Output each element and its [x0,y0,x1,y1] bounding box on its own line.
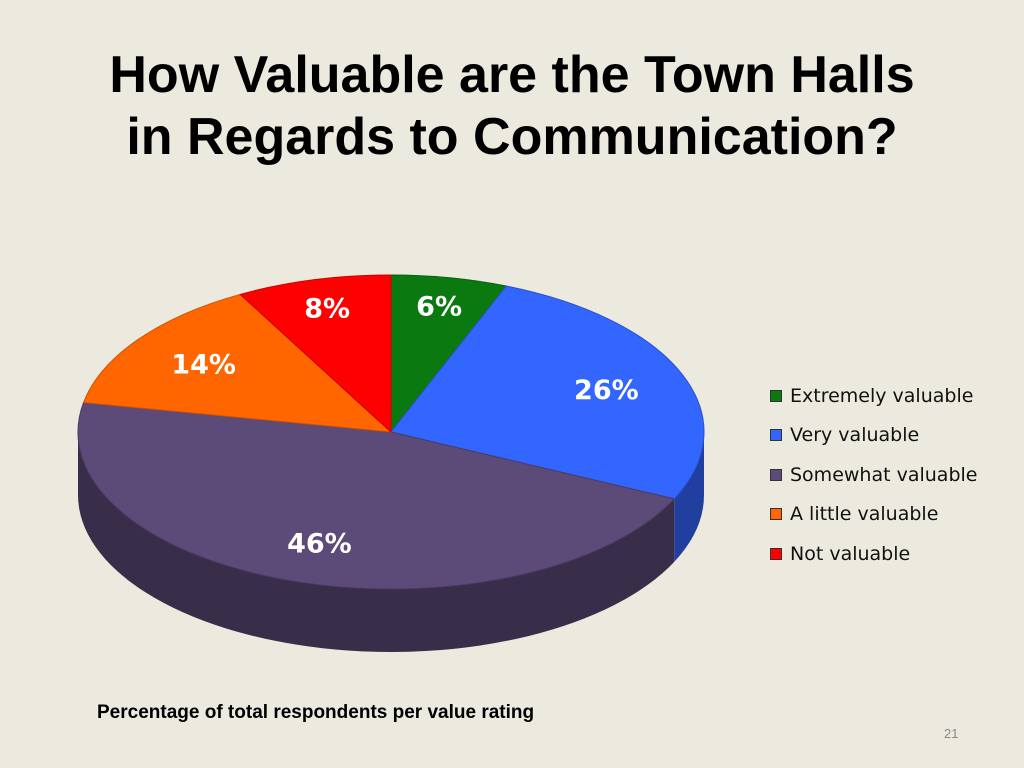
pie-slice-very-valuable [390,285,705,500]
legend-swatch [770,429,782,442]
legend-swatch [770,389,782,402]
pie-slice-a-little-valuable [82,293,393,433]
legend-label: A little valuable [790,503,939,526]
data-label-not-valuable: 8% [304,293,350,324]
pie-data-labels: 6% 26% 46% 14% 8% [171,292,638,560]
pie-side-faces [78,432,704,653]
pie-side-very-valuable [674,432,704,562]
legend-item-extremely-valuable: Extremely valuable [770,376,977,416]
pie-top-faces [77,274,705,590]
legend-label: Somewhat valuable [790,463,978,486]
legend-item-somewhat-valuable: Somewhat valuable [770,455,977,495]
legend-label: Not valuable [790,542,911,565]
legend-swatch [770,547,782,560]
chart-legend: Extremely valuable Very valuable Somewha… [770,376,977,574]
page-number: 21 [944,726,959,741]
data-label-a-little-valuable: 14% [171,350,236,381]
legend-label: Very valuable [790,424,920,447]
legend-swatch [770,468,782,481]
title-line-2: in Regards to Communication? [126,108,898,166]
legend-label: Extremely valuable [790,384,974,407]
pie-slice-somewhat-valuable [77,402,676,590]
data-label-somewhat-valuable: 46% [287,528,352,559]
legend-swatch [770,508,782,521]
legend-item-very-valuable: Very valuable [770,416,977,456]
legend-item-not-valuable: Not valuable [770,534,977,574]
chart-caption: Percentage of total respondents per valu… [97,702,535,723]
title-line-1: How Valuable are the Town Halls [109,46,915,104]
data-label-extremely-valuable: 6% [416,292,462,323]
slide-title: How Valuable are the Town Halls in Regar… [0,44,1024,168]
legend-item-a-little-valuable: A little valuable [770,495,977,535]
data-label-very-valuable: 26% [574,375,639,406]
pie-slice-not-valuable [239,274,392,434]
pie-side-somewhat-valuable [78,432,675,653]
pie-slice-extremely-valuable [390,274,508,434]
